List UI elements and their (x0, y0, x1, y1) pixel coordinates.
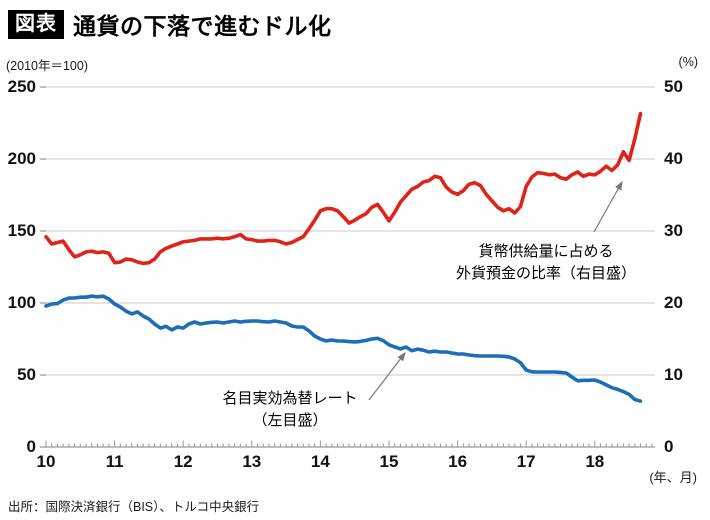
annotation-arrows (368, 180, 623, 401)
right-axis-tick: 20 (664, 293, 683, 312)
page-title: 通貨の下落で進むドル化 (73, 13, 332, 39)
blue-series-line (44, 294, 643, 403)
left-axis-tick: 0 (26, 437, 36, 456)
x-axis-tick: 12 (173, 452, 193, 471)
x-axis-tick: 15 (379, 452, 399, 471)
x-axis-tick: 18 (585, 452, 605, 471)
gridlines (44, 86, 655, 448)
x-axis-tick: 16 (448, 452, 468, 471)
right-axis-tick: 10 (664, 365, 683, 384)
left-axis-tick: 100 (7, 293, 36, 312)
left-axis-tick: 250 (7, 77, 36, 96)
x-axis-tick: 17 (516, 452, 536, 471)
x-axis-tick: 14 (310, 452, 330, 471)
chart-header: 図表 通貨の下落で進むドル化 (8, 7, 332, 41)
right-axis-tick: 40 (664, 149, 683, 168)
red-series-line (44, 111, 643, 266)
x-axis-tick: 11 (105, 452, 124, 471)
red-series-annotation-line1: 貨幣供給量に占める (478, 243, 614, 260)
x-axis-tick: 10 (36, 452, 56, 471)
right-axis-unit-label: (%) (678, 55, 698, 69)
left-axis-tick: 50 (17, 365, 36, 384)
blue-series-annotation: 名目実効為替レート （左目盛） (160, 388, 420, 432)
red-series-annotation: 貨幣供給量に占める 外貨預金の比率（右目盛） (416, 241, 676, 285)
blue-series-arrow (368, 352, 406, 401)
red-series-arrow (593, 180, 623, 233)
data-series (44, 111, 643, 403)
left-axis-tick: 200 (7, 149, 36, 168)
left-axis-unit-label: (2010年＝100) (6, 59, 88, 73)
figure-badge: 図表 (8, 9, 64, 39)
left-axis-tick: 150 (7, 221, 36, 240)
x-axis-tick: 13 (242, 452, 262, 471)
blue-series-annotation-line1: 名目実効為替レート (222, 390, 358, 407)
source-note: 出所：国際決済銀行（BIS）、トルコ中央銀行 (8, 500, 260, 514)
red-series-annotation-line2: 外貨預金の比率（右目盛） (455, 265, 636, 282)
blue-series-annotation-line2: （左目盛） (252, 412, 328, 429)
right-axis-tick: 0 (664, 437, 674, 456)
axis-ticks (40, 86, 653, 448)
right-axis-tick: 30 (664, 221, 683, 240)
right-axis-tick: 50 (664, 77, 683, 96)
x-axis-unit-label: (年、月) (649, 470, 697, 485)
